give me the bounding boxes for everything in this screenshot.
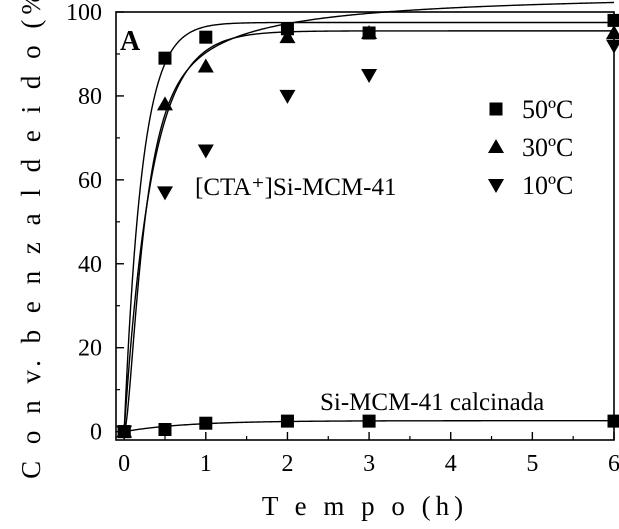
data-point xyxy=(279,29,296,44)
data-point xyxy=(158,423,172,437)
data-markers xyxy=(116,13,619,440)
x-axis: 0 1 2 3 4 5 6 xyxy=(118,432,619,477)
fit-curve xyxy=(123,30,614,432)
plot-frame xyxy=(115,11,615,441)
y-tick-label: 20 xyxy=(78,336,102,362)
data-point xyxy=(361,68,378,83)
panel-label: A xyxy=(120,26,141,57)
data-point xyxy=(199,416,213,430)
y-tick-label: 60 xyxy=(78,168,102,194)
x-tick-label: 2 xyxy=(281,451,293,477)
y-axis: 0 20 40 60 80 100 xyxy=(66,0,124,446)
legend-label: 50ºC xyxy=(522,95,573,124)
fit-curve xyxy=(123,21,614,432)
fit-curves xyxy=(123,1,615,433)
x-tick-label: 1 xyxy=(200,451,212,477)
data-point xyxy=(197,58,214,73)
legend-label: 30ºC xyxy=(522,133,573,162)
data-point xyxy=(361,24,378,39)
x-axis-title: T e m p o (h) xyxy=(262,491,468,521)
legend-marker xyxy=(488,139,504,153)
data-point xyxy=(117,425,131,439)
x-tick-label: 5 xyxy=(526,451,538,477)
legend-label: 10ºC xyxy=(522,171,573,200)
data-point xyxy=(199,30,213,44)
data-point xyxy=(607,13,619,27)
y-axis-title: C o n v. b e n z a l d e i d o (%) xyxy=(16,0,46,479)
x-tick-label: 4 xyxy=(445,451,457,477)
data-point xyxy=(607,414,619,428)
data-point xyxy=(158,51,172,65)
data-point xyxy=(156,96,173,111)
data-point xyxy=(606,39,619,54)
fit-curve xyxy=(123,1,615,432)
y-tick-label: 80 xyxy=(78,84,102,110)
data-point xyxy=(606,24,619,39)
data-point xyxy=(197,144,214,159)
data-point xyxy=(156,186,173,201)
legend-marker xyxy=(489,102,503,116)
y-tick-label: 0 xyxy=(90,420,102,446)
data-point xyxy=(279,89,296,104)
x-tick-label: 0 xyxy=(118,451,130,477)
data-point xyxy=(280,22,294,36)
data-point xyxy=(362,414,376,428)
y-tick-label: 100 xyxy=(66,0,102,26)
annotation-cta: [CTA⁺]Si-MCM-41 xyxy=(195,174,396,201)
y-tick-label: 40 xyxy=(78,252,102,278)
legend-marker xyxy=(488,179,504,193)
annotation-calcinada: Si-MCM-41 calcinada xyxy=(320,389,544,416)
x-tick-label: 6 xyxy=(608,451,619,477)
legend: 50ºC 30ºC 10ºC xyxy=(488,95,573,200)
x-tick-label: 3 xyxy=(363,451,375,477)
data-point xyxy=(280,414,294,428)
